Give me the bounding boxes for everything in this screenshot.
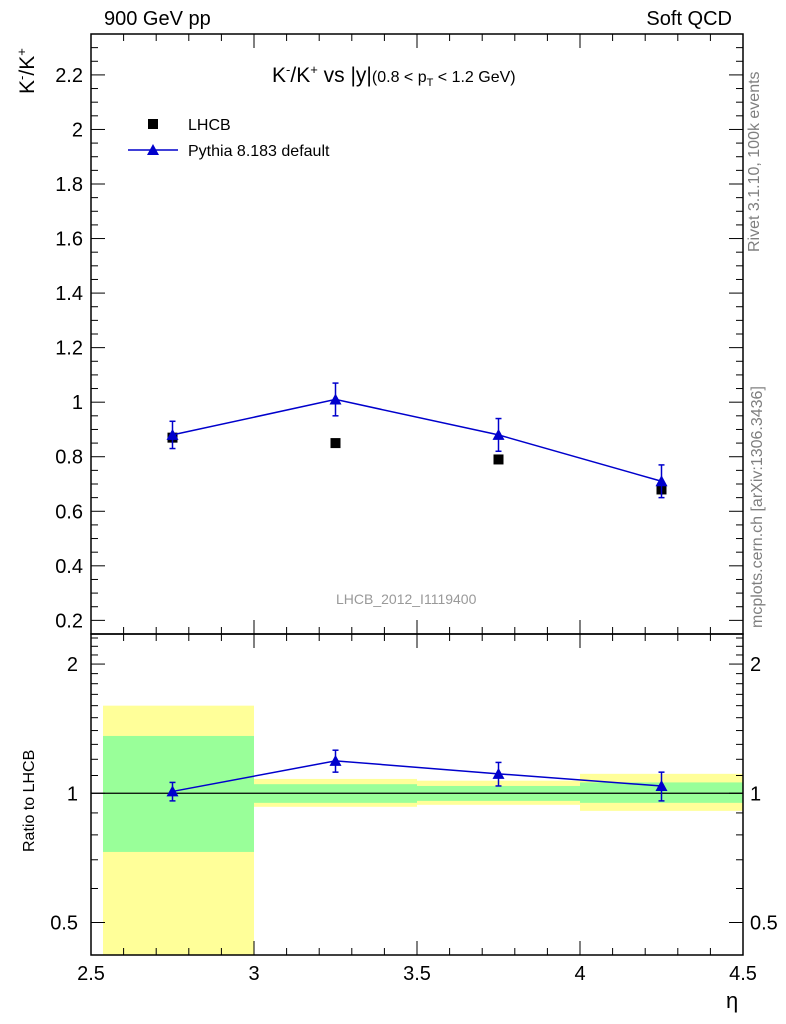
ratio-y-tick-label-right: 1 xyxy=(750,783,761,805)
y-tick-label: 2 xyxy=(72,119,83,141)
header-left: 900 GeV pp xyxy=(104,8,211,30)
ratio-y-tick-label-right: 0.5 xyxy=(750,912,778,934)
lhcb-point xyxy=(493,454,504,465)
pythia-point xyxy=(492,428,505,440)
pythia-line xyxy=(172,398,662,482)
y-tick-label: 1.2 xyxy=(55,338,83,360)
y-tick-label: 1.4 xyxy=(55,283,83,305)
y-tick-label: 0.4 xyxy=(55,556,83,578)
legend-pythia-label: Pythia 8.183 default xyxy=(188,143,330,160)
x-tick-label: 3 xyxy=(248,963,259,985)
y-tick-label: 0.2 xyxy=(55,610,83,632)
ratio-pythia-point xyxy=(329,754,342,766)
pythia-point xyxy=(166,428,179,440)
ratio-pythia-line xyxy=(172,760,662,793)
plot-title: K-/K+ vs |y|(0.8 < pT < 1.2 GeV) xyxy=(272,62,516,90)
legend-pythia-marker xyxy=(147,144,159,155)
ratio-pythia-point xyxy=(166,785,179,797)
ratio-y-tick-label: 1 xyxy=(67,783,78,805)
y-tick-label: 2.2 xyxy=(55,65,83,87)
x-tick-label: 4.5 xyxy=(729,963,757,985)
x-tick-label: 2.5 xyxy=(77,963,105,985)
pythia-point xyxy=(655,475,668,487)
y-tick-label: 1 xyxy=(72,392,83,414)
ratio-pythia-point xyxy=(655,779,668,791)
ratio-pythia-point xyxy=(492,767,505,779)
ratio-y-tick-label: 0.5 xyxy=(50,912,78,934)
x-axis-label: η xyxy=(726,988,739,1013)
y-tick-label: 1.6 xyxy=(55,229,83,251)
lhcb-point xyxy=(330,438,341,449)
pythia-point xyxy=(329,393,342,405)
y-tick-label: 1.8 xyxy=(55,174,83,196)
legend-lhcb-marker xyxy=(148,119,158,129)
watermark: LHCB_2012_I1119400 xyxy=(336,591,477,607)
y-tick-label: 0.6 xyxy=(55,501,83,523)
legend-lhcb-label: LHCB xyxy=(188,117,231,134)
y-tick-label: 0.8 xyxy=(55,447,83,469)
x-tick-label: 4 xyxy=(574,963,585,985)
header-right: Soft QCD xyxy=(646,8,732,30)
x-tick-label: 3.5 xyxy=(403,963,431,985)
ratio-y-tick-label-right: 2 xyxy=(750,654,761,676)
band-inner-0 xyxy=(103,735,254,852)
ratio-y-tick-label: 2 xyxy=(67,654,78,676)
